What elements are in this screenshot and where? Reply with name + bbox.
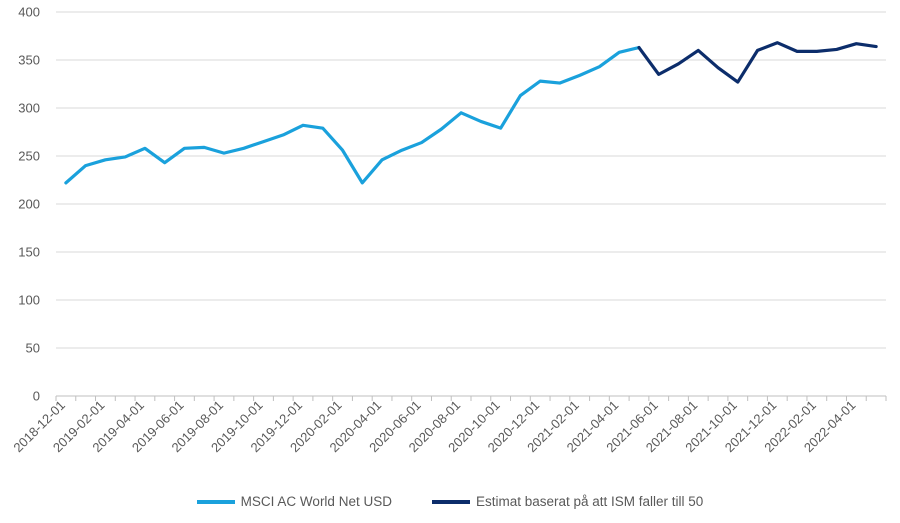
legend-swatch-estimate bbox=[431, 499, 470, 504]
legend-label-estimate: Estimat baserat på att ISM faller till 5… bbox=[475, 494, 704, 509]
x-axis bbox=[55, 395, 887, 401]
series-lines bbox=[64, 41, 878, 185]
legend: MSCI AC World Net USD Estimat baserat på… bbox=[0, 494, 900, 509]
legend-label-msci: MSCI AC World Net USD bbox=[240, 494, 392, 509]
y-tick-label-400: 400 bbox=[18, 5, 40, 20]
legend-item-estimate: Estimat baserat på att ISM faller till 5… bbox=[431, 494, 704, 509]
series-line-0 bbox=[64, 45, 641, 185]
y-tick-label-100: 100 bbox=[18, 293, 40, 308]
y-tick-label-350: 350 bbox=[18, 53, 40, 68]
legend-item-msci: MSCI AC World Net USD bbox=[196, 494, 392, 509]
gridlines bbox=[56, 11, 886, 349]
series-line-1 bbox=[637, 41, 878, 84]
y-tick-label-200: 200 bbox=[18, 197, 40, 212]
y-tick-label-150: 150 bbox=[18, 245, 40, 260]
y-tick-label-250: 250 bbox=[18, 149, 40, 164]
x-axis-tick-labels: 2018-12-012019-02-012019-04-012019-06-01… bbox=[10, 398, 858, 456]
y-tick-label-50: 50 bbox=[26, 341, 40, 356]
y-tick-label-0: 0 bbox=[33, 389, 40, 404]
legend-swatch-msci bbox=[196, 499, 235, 504]
y-tick-label-300: 300 bbox=[18, 101, 40, 116]
y-axis-tick-labels: 0 50 100 150 200 250 300 350 400 bbox=[18, 5, 40, 404]
